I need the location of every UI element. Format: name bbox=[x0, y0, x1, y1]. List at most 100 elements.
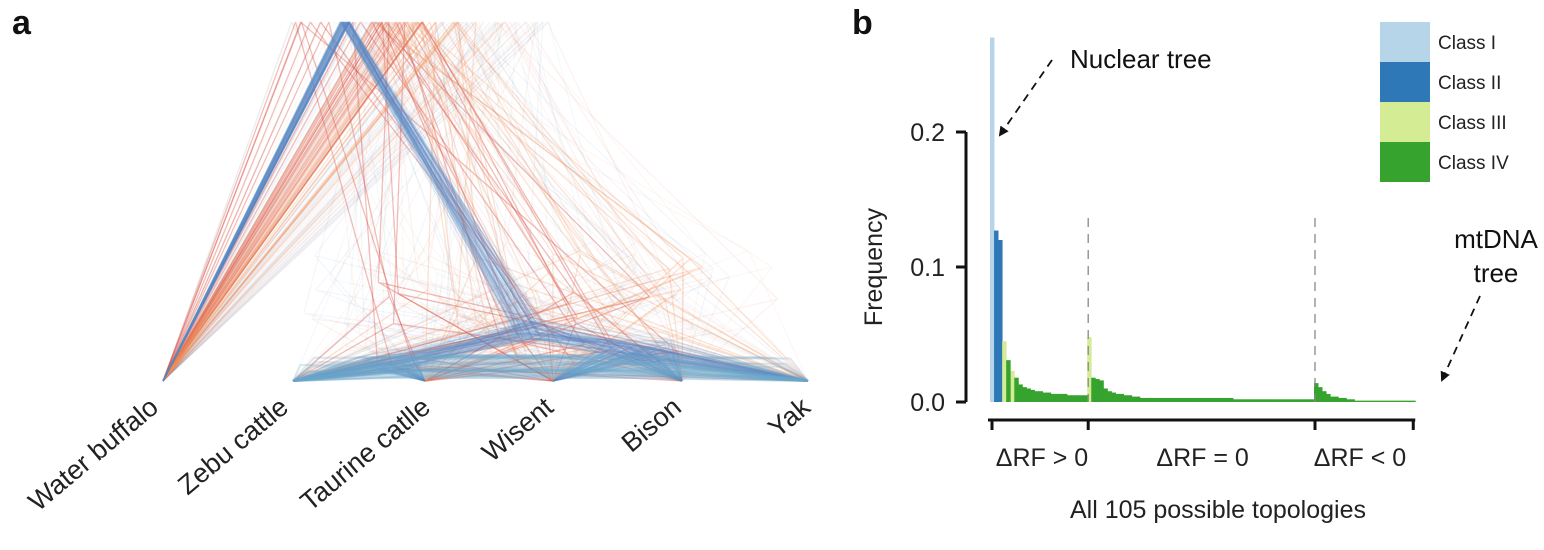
gene-tree-223 bbox=[292, 361, 809, 382]
gene-tree-138 bbox=[162, 21, 684, 382]
gene-tree-155 bbox=[162, 21, 809, 382]
gene-tree-175 bbox=[162, 21, 809, 382]
x-tick-label-1: ΔRF = 0 bbox=[1156, 444, 1248, 472]
species-label-2: Taurine catlle bbox=[295, 392, 436, 517]
gene-tree-177 bbox=[162, 21, 809, 382]
gene-tree-149 bbox=[162, 21, 809, 382]
gene-tree-124 bbox=[162, 21, 683, 382]
bar-topology-4 bbox=[1002, 341, 1007, 402]
species-label-4: Bison bbox=[616, 392, 687, 458]
bar-topology-44 bbox=[1164, 397, 1169, 402]
bar-topology-72 bbox=[1277, 399, 1282, 402]
bar-topology-49 bbox=[1184, 397, 1189, 402]
gene-tree-69 bbox=[162, 21, 809, 382]
gene-tree-3 bbox=[162, 21, 683, 382]
gene-tree-200 bbox=[162, 21, 809, 382]
gene-tree-110 bbox=[162, 21, 809, 382]
species-label-3: Wisent bbox=[476, 391, 559, 467]
gene-tree-142 bbox=[162, 21, 809, 382]
gene-tree-234 bbox=[292, 354, 809, 382]
gene-tree-82 bbox=[162, 21, 809, 382]
bar-topology-105 bbox=[1411, 400, 1416, 402]
gene-tree-21 bbox=[162, 21, 683, 382]
bar-topology-8 bbox=[1018, 384, 1023, 402]
gene-tree-30 bbox=[162, 21, 630, 382]
gene-tree-152 bbox=[162, 21, 809, 382]
gene-tree-123 bbox=[162, 21, 809, 382]
bar-topology-41 bbox=[1152, 397, 1157, 402]
gene-tree-184 bbox=[162, 21, 809, 382]
gene-tree-150 bbox=[162, 21, 809, 382]
gene-tree-199 bbox=[162, 21, 809, 382]
gene-tree-137 bbox=[162, 21, 809, 382]
bar-topology-73 bbox=[1281, 399, 1287, 402]
gene-tree-161 bbox=[162, 21, 809, 382]
bar-topology-26 bbox=[1091, 377, 1096, 402]
annotation-nuclear-tree: Nuclear tree bbox=[1070, 44, 1212, 74]
bar-topology-89 bbox=[1346, 399, 1351, 402]
bar-topology-45 bbox=[1168, 397, 1173, 402]
gene-tree-221 bbox=[292, 369, 809, 382]
bar-topology-99 bbox=[1386, 400, 1392, 402]
bar-topology-100 bbox=[1390, 400, 1396, 402]
gene-tree-75 bbox=[162, 21, 677, 382]
bar-topology-21 bbox=[1071, 395, 1076, 402]
gene-tree-57 bbox=[162, 21, 809, 382]
gene-tree-171 bbox=[162, 21, 809, 382]
gene-tree-217 bbox=[292, 362, 809, 382]
gene-tree-98 bbox=[162, 21, 554, 382]
gene-tree-14 bbox=[162, 21, 809, 382]
gene-tree-99 bbox=[162, 21, 809, 382]
gene-tree-141 bbox=[162, 21, 809, 382]
bar-topology-56 bbox=[1212, 397, 1218, 402]
gene-tree-64 bbox=[162, 21, 809, 382]
y-tick-label-1: 0.1 bbox=[910, 254, 945, 282]
bar-topology-68 bbox=[1261, 399, 1266, 402]
gene-tree-173 bbox=[162, 21, 809, 382]
gene-tree-218 bbox=[292, 368, 809, 382]
bar-topology-3 bbox=[998, 240, 1003, 402]
gene-tree-8 bbox=[162, 21, 683, 382]
bar-topology-40 bbox=[1147, 397, 1153, 402]
gene-tree-163 bbox=[162, 21, 809, 382]
gene-tree-104 bbox=[162, 21, 683, 382]
gene-tree-240 bbox=[292, 361, 809, 382]
gene-tree-76 bbox=[162, 21, 731, 382]
gene-tree-229 bbox=[292, 368, 809, 382]
gene-tree-49 bbox=[162, 21, 809, 382]
gene-tree-93 bbox=[162, 21, 683, 382]
legend-label-1: Class II bbox=[1438, 73, 1501, 94]
gene-tree-24 bbox=[162, 21, 809, 382]
gene-tree-56 bbox=[162, 21, 683, 382]
bar-topology-20 bbox=[1066, 395, 1072, 402]
bar-topology-28 bbox=[1099, 380, 1104, 402]
bar-topology-88 bbox=[1342, 397, 1347, 402]
gene-tree-207 bbox=[292, 376, 809, 382]
gene-tree-136 bbox=[162, 21, 437, 382]
bar-topology-82 bbox=[1318, 387, 1323, 402]
bar-topology-91 bbox=[1354, 400, 1359, 402]
gene-tree-176 bbox=[162, 21, 809, 382]
bar-topology-95 bbox=[1370, 400, 1376, 402]
gene-tree-22 bbox=[162, 21, 809, 382]
gene-tree-182 bbox=[162, 21, 809, 382]
gene-tree-219 bbox=[292, 373, 809, 382]
gene-tree-74 bbox=[162, 21, 809, 382]
gene-tree-18 bbox=[162, 21, 683, 382]
annotation-mtdna: mtDNA bbox=[1454, 224, 1538, 254]
panel-letter-a: a bbox=[12, 4, 32, 42]
gene-tree-70 bbox=[162, 21, 554, 382]
gene-tree-178 bbox=[162, 21, 809, 382]
gene-tree-224 bbox=[292, 376, 809, 382]
gene-tree-112 bbox=[162, 21, 683, 382]
bar-topology-53 bbox=[1200, 397, 1206, 402]
bar-topology-25 bbox=[1087, 337, 1092, 402]
bars bbox=[990, 37, 1416, 402]
bar-topology-62 bbox=[1237, 399, 1242, 402]
gene-tree-84 bbox=[162, 21, 809, 382]
y-tick-label-2: 0.2 bbox=[910, 119, 945, 147]
gene-tree-54 bbox=[162, 21, 809, 382]
gene-tree-108 bbox=[162, 21, 543, 382]
gene-tree-11 bbox=[162, 21, 683, 382]
gene-tree-13 bbox=[162, 21, 683, 382]
